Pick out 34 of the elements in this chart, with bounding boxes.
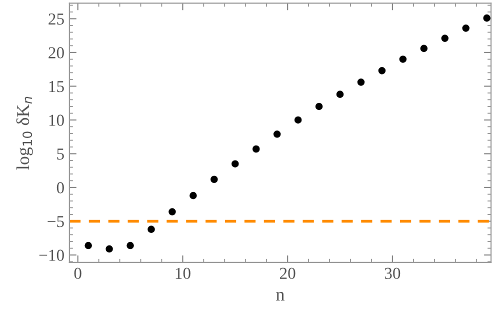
point [106, 245, 113, 253]
point [210, 176, 218, 184]
x-axis-title: n [276, 292, 284, 300]
y-tick-label: 20 [48, 47, 64, 58]
point [483, 14, 490, 22]
x-tick-label: 30 [384, 268, 400, 279]
y-tick-label: 15 [49, 81, 64, 92]
point [462, 24, 470, 32]
point [336, 90, 344, 98]
point [273, 130, 281, 138]
point [190, 192, 197, 200]
point [252, 145, 260, 153]
y-tick-label: 0 [56, 182, 64, 194]
point [420, 44, 428, 52]
point [357, 78, 365, 86]
x-tick-label: 10 [176, 268, 190, 279]
y-tick-label: 25 [48, 13, 64, 25]
point [168, 208, 176, 216]
y-tick-label: −10 [39, 250, 64, 261]
point [148, 226, 155, 233]
point [378, 67, 386, 74]
point [315, 102, 323, 110]
y-tick-label: −5 [48, 216, 64, 228]
point [399, 56, 407, 63]
point [232, 160, 239, 168]
y-tick-label: 5 [57, 148, 64, 160]
x-tick-label: 20 [280, 268, 296, 279]
point [294, 116, 302, 124]
point [84, 242, 92, 250]
x-tick-label: 0 [74, 268, 82, 279]
point [126, 242, 134, 250]
y-axis-title: log$_{10}$ δK$_{n}$ [16, 96, 33, 170]
y-tick-label: 10 [49, 114, 64, 126]
point [441, 34, 449, 42]
